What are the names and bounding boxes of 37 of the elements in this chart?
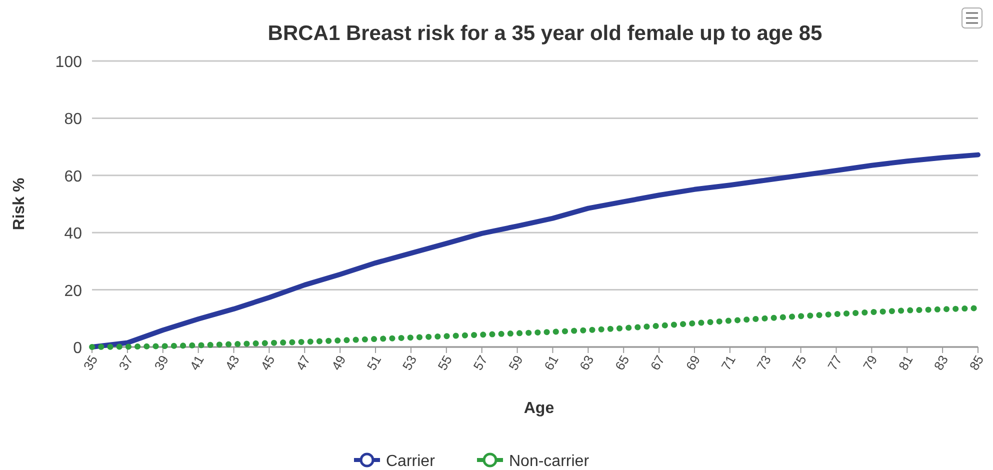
y-axis-title: Risk %: [11, 178, 28, 230]
x-tick-label: 53: [399, 352, 420, 373]
x-tick-label: 49: [328, 352, 349, 373]
x-tick-label: 67: [647, 352, 668, 373]
x-tick-label: 37: [116, 352, 136, 373]
x-tick-label: 63: [576, 352, 597, 373]
x-axis-title: Age: [524, 400, 554, 417]
x-tick-label: 41: [186, 352, 207, 373]
x-tick-label: 43: [222, 352, 242, 373]
x-tick-label: 47: [292, 352, 314, 373]
y-tick-label: 60: [64, 168, 82, 186]
y-tick-label: 100: [55, 54, 82, 71]
x-tick-label: 79: [860, 352, 880, 373]
x-tick-label: 61: [541, 352, 562, 373]
x-tick-label: 81: [895, 352, 916, 373]
x-tick-label: 77: [824, 352, 845, 373]
x-tick-label: 75: [789, 352, 810, 373]
x-tick-label: 35: [80, 352, 101, 373]
x-tick-label: 71: [718, 352, 738, 373]
x-tick-label: 51: [364, 352, 384, 373]
x-tick-label: 83: [930, 352, 952, 373]
chart-title: BRCA1 Breast risk for a 35 year old female up to age 85: [268, 22, 823, 45]
y-tick-label: 80: [64, 111, 82, 128]
y-tick-label: 20: [64, 282, 82, 300]
x-tick-label: 73: [754, 352, 774, 373]
legend-label: Carrier: [386, 453, 436, 470]
x-tick-label: 59: [506, 352, 526, 373]
x-tick-label: 69: [682, 352, 704, 373]
x-tick-label: 57: [470, 352, 490, 373]
x-tick-label: 45: [258, 352, 278, 373]
legend-label: Non-carrier: [509, 453, 590, 470]
x-tick-label: 65: [612, 352, 632, 373]
y-tick-label: 0: [73, 340, 82, 357]
y-tick-label: 40: [64, 226, 82, 243]
x-tick-label: 39: [151, 352, 172, 373]
x-tick-label: 55: [434, 352, 455, 373]
x-tick-label: 85: [966, 352, 987, 373]
